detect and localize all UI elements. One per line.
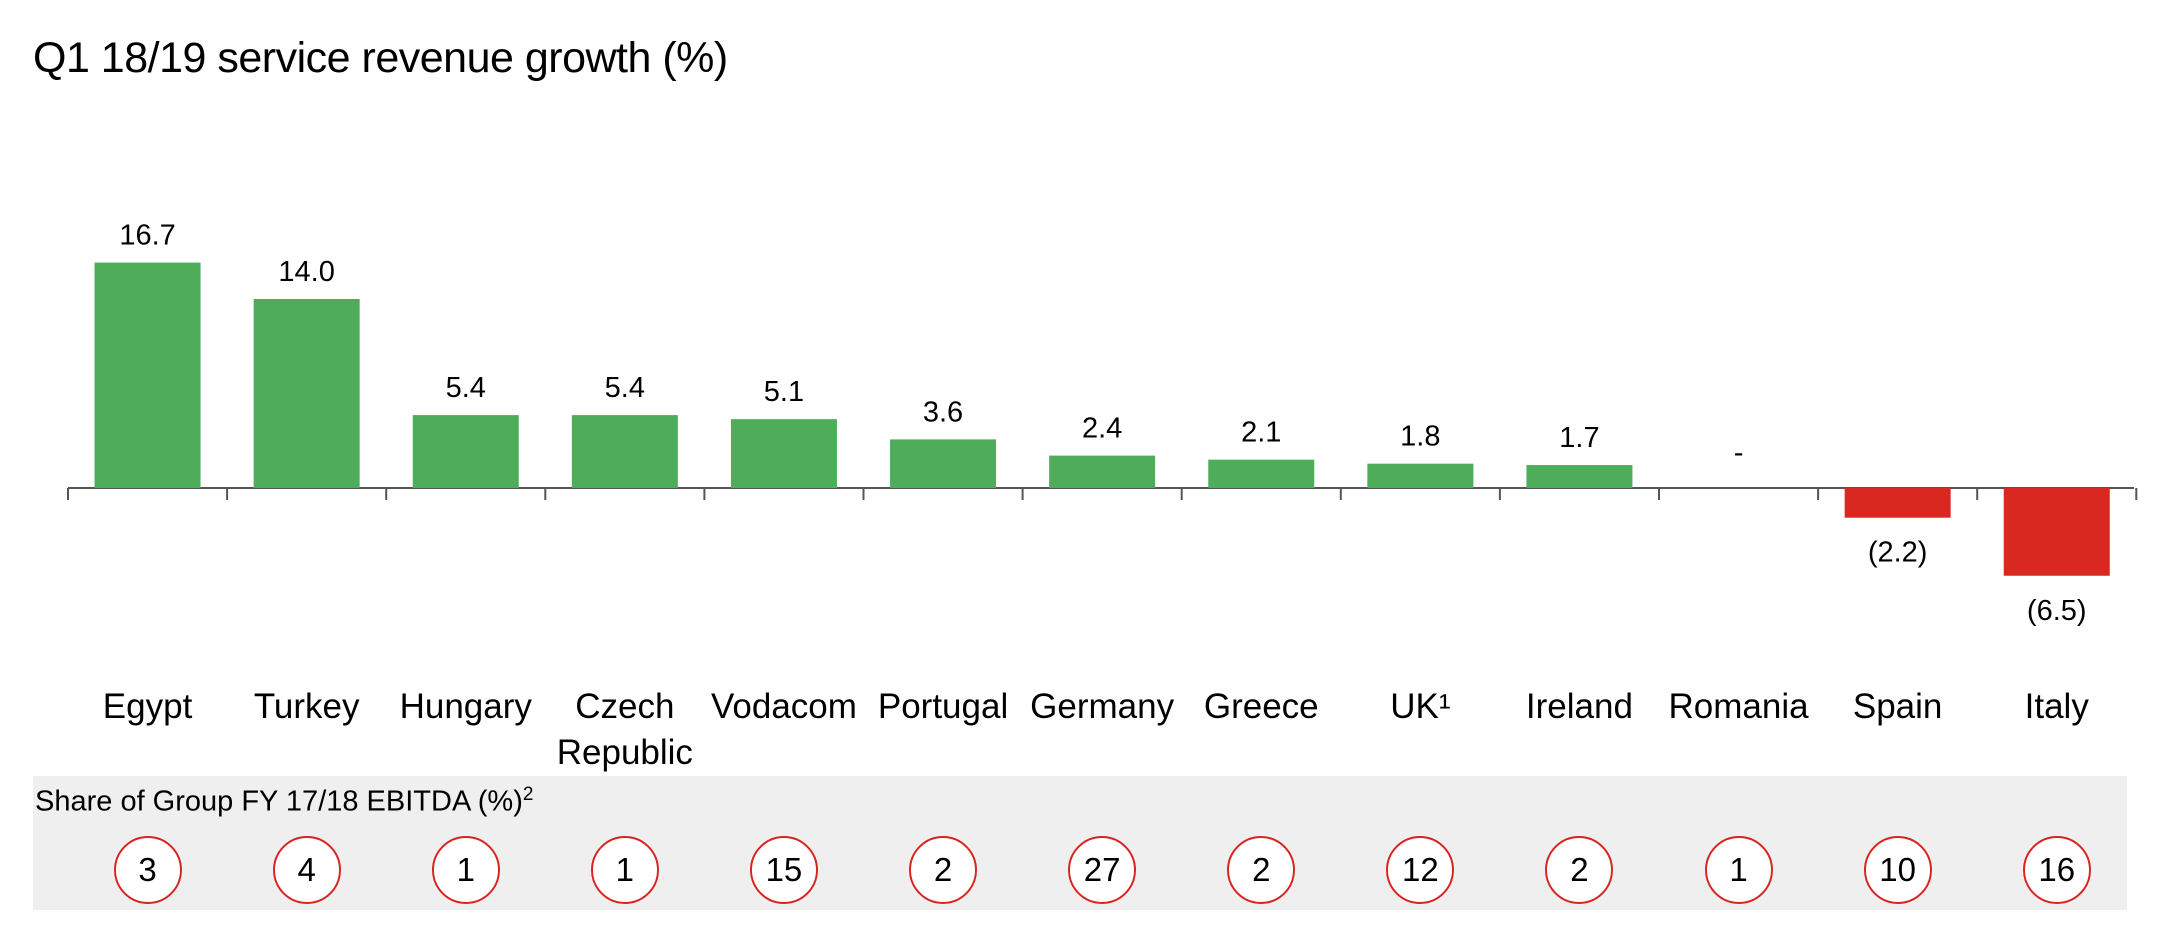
bar-8 <box>1367 463 1474 488</box>
category-label-11: Spain <box>1853 687 1943 726</box>
data-label-12: (6.5) <box>2027 595 2087 627</box>
ebitda-share-circle: 1 <box>431 836 500 904</box>
data-label-6: 2.4 <box>1082 413 1122 445</box>
bar-3 <box>571 415 678 488</box>
ebitda-share-circle: 16 <box>2022 836 2091 904</box>
ebitda-share-circle: 4 <box>272 836 341 904</box>
bar-11 <box>1844 488 1951 518</box>
data-label-1: 14.0 <box>278 256 334 288</box>
data-label-3: 5.4 <box>605 372 645 404</box>
bar-7 <box>1208 459 1315 488</box>
data-label-4: 5.1 <box>764 376 804 408</box>
category-label-8: UK¹ <box>1390 687 1450 726</box>
ebitda-share-circle: 3 <box>113 836 182 904</box>
ebitda-share-circle: 15 <box>749 836 818 904</box>
ebitda-share-circle: 2 <box>1545 836 1614 904</box>
category-label-4: Vodacom <box>711 687 857 726</box>
category-label-9: Ireland <box>1526 687 1633 726</box>
category-label-3: Czech <box>575 687 674 726</box>
ebitda-share-circle: 1 <box>1704 836 1773 904</box>
ebitda-share-title: Share of Group FY 17/18 EBITDA (%)2 <box>35 784 534 818</box>
bar-12 <box>2003 488 2110 576</box>
category-label-10: Romania <box>1669 687 1810 726</box>
category-label-7: Greece <box>1204 687 1319 726</box>
bar-5 <box>890 439 997 488</box>
bar-1 <box>253 299 360 488</box>
data-label-0: 16.7 <box>119 220 175 252</box>
ebitda-share-circle: 2 <box>1227 836 1296 904</box>
category-label-3: Republic <box>557 733 693 772</box>
bar-0 <box>94 262 201 488</box>
ebitda-share-circle: 1 <box>590 836 659 904</box>
ebitda-share-panel: Share of Group FY 17/18 EBITDA (%)2 3 4 1 1… <box>33 776 2127 910</box>
bar-4 <box>730 419 837 488</box>
category-label-5: Portugal <box>878 687 1008 726</box>
data-label-9: 1.7 <box>1559 422 1599 454</box>
category-label-12: Italy <box>2025 687 2090 726</box>
ebitda-share-circle: 27 <box>1068 836 1137 904</box>
footnote-marker: 2 <box>522 784 534 805</box>
data-label-10: - <box>1734 437 1744 469</box>
bar-6 <box>1049 455 1156 488</box>
ebitda-share-circle: 12 <box>1386 836 1455 904</box>
data-label-2: 5.4 <box>446 372 486 404</box>
bar-9 <box>1526 465 1633 488</box>
data-label-7: 2.1 <box>1241 417 1281 449</box>
data-label-8: 1.8 <box>1400 421 1440 453</box>
category-label-0: Egypt <box>103 687 193 726</box>
bar-chart: 16.7 Egypt 14.0 Turkey 5.4 Hungary 5.4 Czech Rep… <box>67 220 2138 772</box>
category-label-1: Turkey <box>254 687 360 726</box>
ebitda-share-circle: 2 <box>909 836 978 904</box>
data-label-5: 3.6 <box>923 396 963 428</box>
category-label-6: Germany <box>1030 687 1174 726</box>
data-label-11: (2.2) <box>1868 537 1928 569</box>
chart-title: Q1 18/19 service revenue growth (%) <box>33 34 728 82</box>
bar-2 <box>412 415 519 488</box>
category-label-2: Hungary <box>400 687 533 726</box>
ebitda-share-circle: 10 <box>1863 836 1932 904</box>
